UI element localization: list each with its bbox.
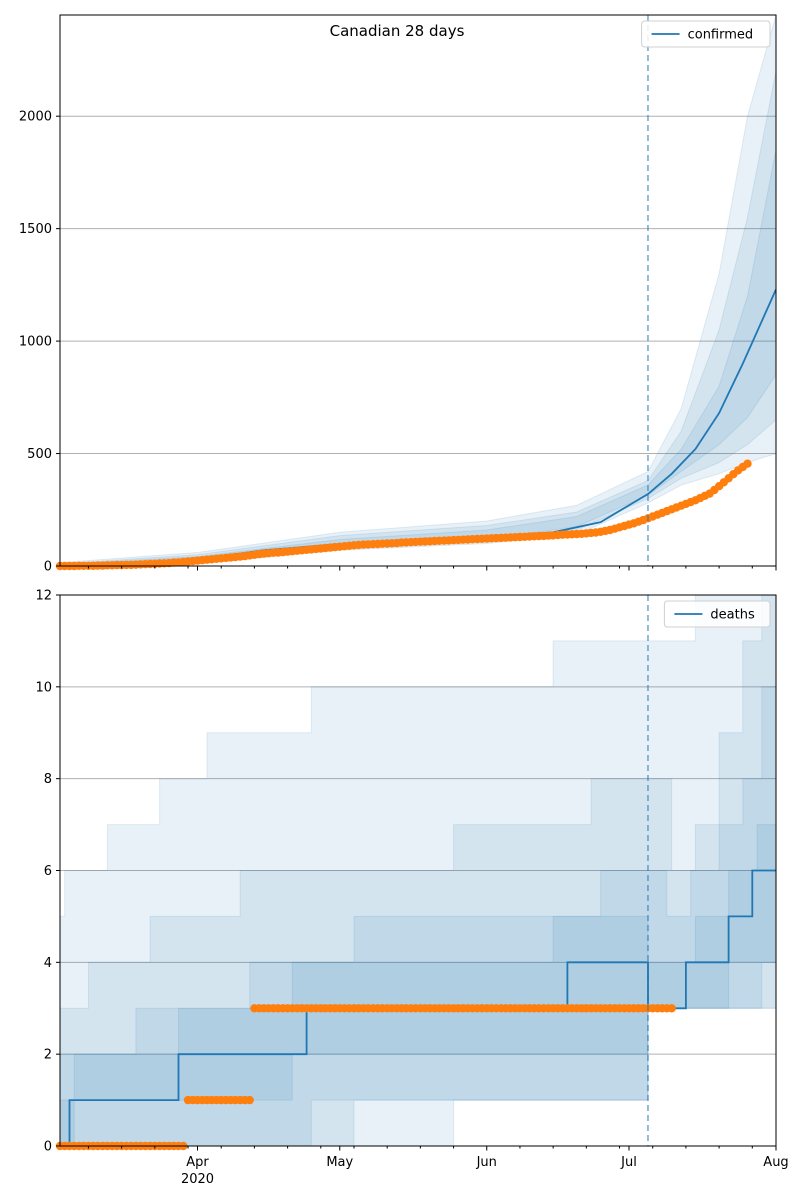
confirmed-panel: 0 500 1000 1500 2000 confirmed [19,14,777,575]
y-tick-label: 2000 [19,110,52,125]
deaths-panel: 0 2 4 6 8 10 12 Apr 2020 May Jun Jul Aug deaths [35,589,788,1188]
observed-point [667,1004,676,1013]
y-tick-label: 0 [44,1140,52,1155]
y-tick-label: 0 [44,560,52,575]
y-tick-label: 10 [35,680,52,695]
y-tick-label: 2 [44,1048,52,1063]
x-tick-label: May [326,1155,353,1170]
y-tick-label: 500 [27,447,52,462]
x-tick-label: Jun [476,1155,497,1170]
legend-box [663,600,771,628]
uncertainty-band [60,15,776,566]
y-tick-label: 6 [44,864,52,879]
model-line [60,289,776,566]
uncertainty-band [60,686,776,1146]
figure-title: Canadian 28 days [330,22,465,40]
observed-series [55,1004,676,1151]
observed-point [743,459,752,468]
legend-label: confirmed [688,28,754,43]
x-tick-label: Jul [620,1155,637,1170]
y-tick-label: 1000 [19,335,52,350]
uncertainty-band [60,824,776,1146]
legend-label: deaths [710,608,755,623]
legend: deaths [663,600,771,628]
plot-area [60,15,776,566]
x-tick-label: Aug [763,1155,788,1170]
x-tick-label: Apr [186,1155,209,1170]
legend-box [641,20,771,48]
axes-frame [59,14,777,567]
x-tick-sublabel: 2020 [181,1172,214,1187]
y-tick-label: 1500 [19,222,52,237]
y-tick-label: 4 [44,956,52,971]
observed-point [245,1095,254,1105]
plot-area [60,595,776,1146]
observed-series [55,459,752,571]
y-tick-label: 12 [35,589,52,604]
y-tick-label: 8 [44,772,52,787]
legend: confirmed [641,20,771,48]
uncertainty-band [60,149,776,566]
model-line [60,869,776,1146]
